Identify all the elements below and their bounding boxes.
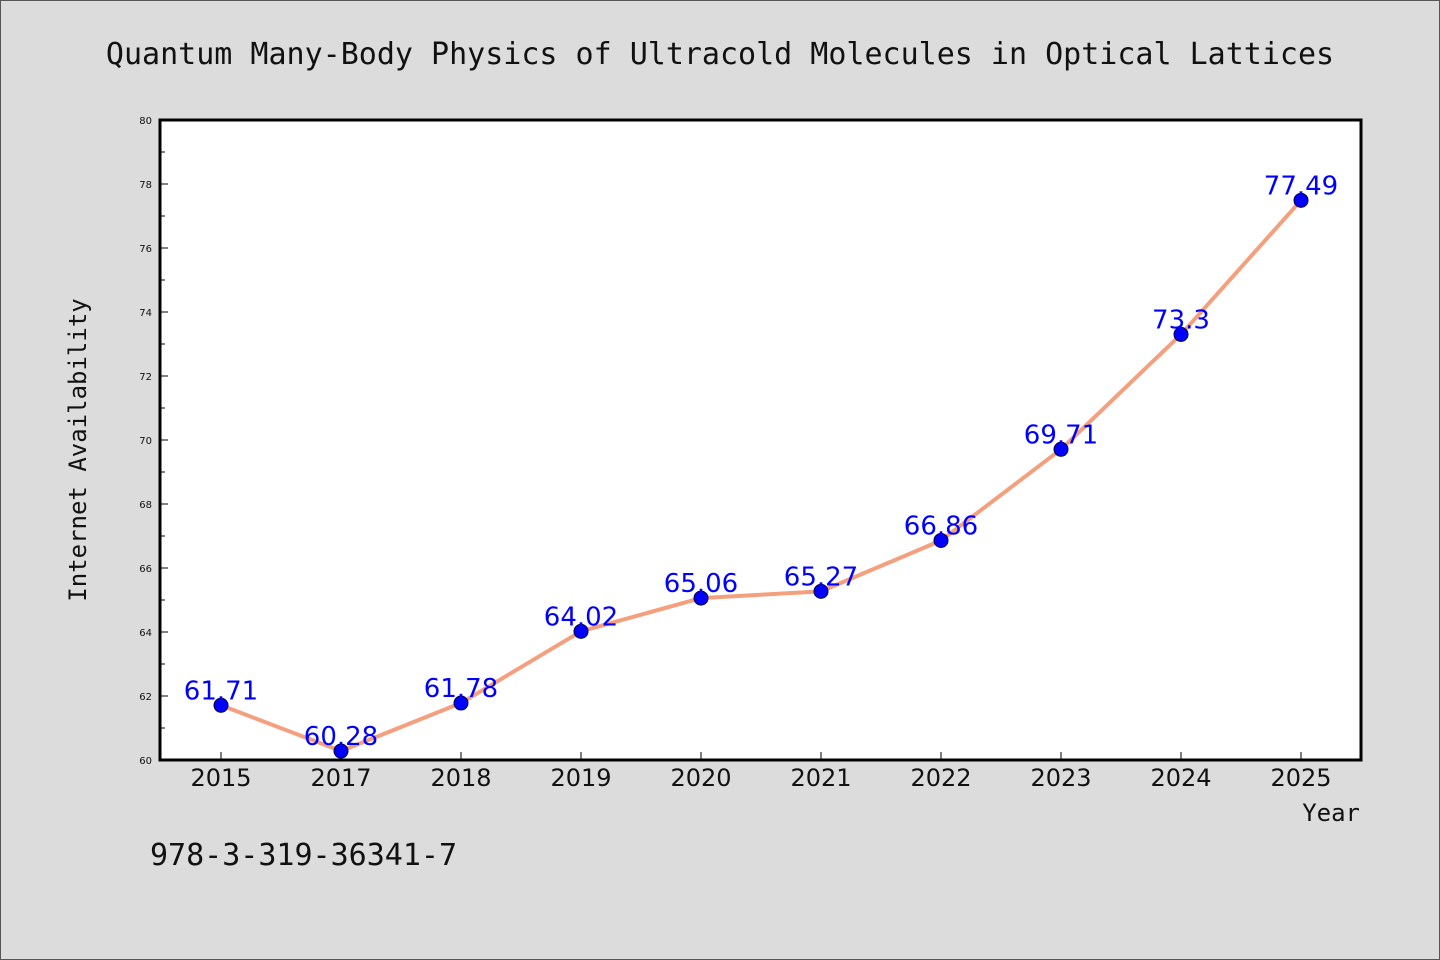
x-tick-label: 2023 — [1030, 764, 1091, 792]
y-tick-label: 62 — [139, 692, 152, 703]
y-tick-label: 60 — [139, 756, 152, 767]
data-point-label: 65.27 — [784, 562, 858, 592]
x-tick-label: 2024 — [1150, 764, 1211, 792]
y-tick-label: 76 — [139, 244, 152, 255]
data-point-label: 66.86 — [904, 511, 978, 541]
series-markers-group — [213, 192, 1309, 759]
data-point-marker — [813, 583, 829, 599]
data-point-marker — [333, 743, 349, 759]
data-point-marker — [213, 697, 229, 713]
y-tick-label: 78 — [139, 180, 152, 191]
data-point-marker — [933, 532, 949, 548]
y-tick-label: 72 — [139, 372, 152, 383]
data-point-label: 61.71 — [184, 676, 258, 706]
x-tick-label: 2020 — [670, 764, 731, 792]
data-labels-group: 61.71 60.28 61.78 64.02 65.06 65.27 66.86 69.71… — [184, 171, 1338, 752]
data-point-label: 73.3 — [1152, 305, 1210, 335]
data-point-marker — [1173, 326, 1189, 342]
data-point-marker — [573, 623, 589, 639]
data-point-marker — [453, 695, 469, 711]
data-point-marker — [693, 590, 709, 606]
x-axis: 2015 2017 2018 2019 2020 2021 2022 2023 2024 2025 — [190, 752, 1332, 792]
y-tick-label: 68 — [139, 500, 152, 511]
x-tick-label: 2022 — [910, 764, 971, 792]
data-point-label: 65.06 — [664, 569, 738, 599]
x-tick-label: 2021 — [790, 764, 851, 792]
data-point-marker — [1053, 441, 1069, 457]
y-tick-label: 74 — [139, 308, 152, 319]
chart-title: Quantum Many-Body Physics of Ultracold M… — [106, 37, 1334, 72]
x-tick-label: 2017 — [310, 764, 371, 792]
y-axis: 60 62 64 66 68 70 72 74 76 78 80 — [139, 116, 168, 767]
x-tick-label: 2018 — [430, 764, 491, 792]
series-line-group — [219, 198, 1303, 754]
data-point-label: 60.28 — [304, 722, 378, 752]
y-axis-label: Internet Availability — [64, 298, 92, 601]
data-point-label: 64.02 — [544, 602, 618, 632]
plot-area — [158, 118, 1363, 762]
isbn-text: 978-3-319-36341-7 — [150, 838, 457, 873]
x-tick-label: 2019 — [550, 764, 611, 792]
y-tick-label: 66 — [139, 564, 152, 575]
y-tick-label: 80 — [139, 116, 152, 127]
series-line — [219, 198, 1303, 754]
y-tick-label: 64 — [139, 628, 152, 639]
data-point-label: 77.49 — [1264, 171, 1338, 201]
y-tick-label: 70 — [139, 436, 152, 447]
x-tick-label: 2015 — [190, 764, 251, 792]
data-point-label: 61.78 — [424, 674, 498, 704]
x-tick-label: 2025 — [1270, 764, 1331, 792]
x-axis-label: Year — [1302, 799, 1360, 827]
data-point-label: 69.71 — [1024, 420, 1098, 450]
data-point-marker — [1293, 192, 1309, 208]
